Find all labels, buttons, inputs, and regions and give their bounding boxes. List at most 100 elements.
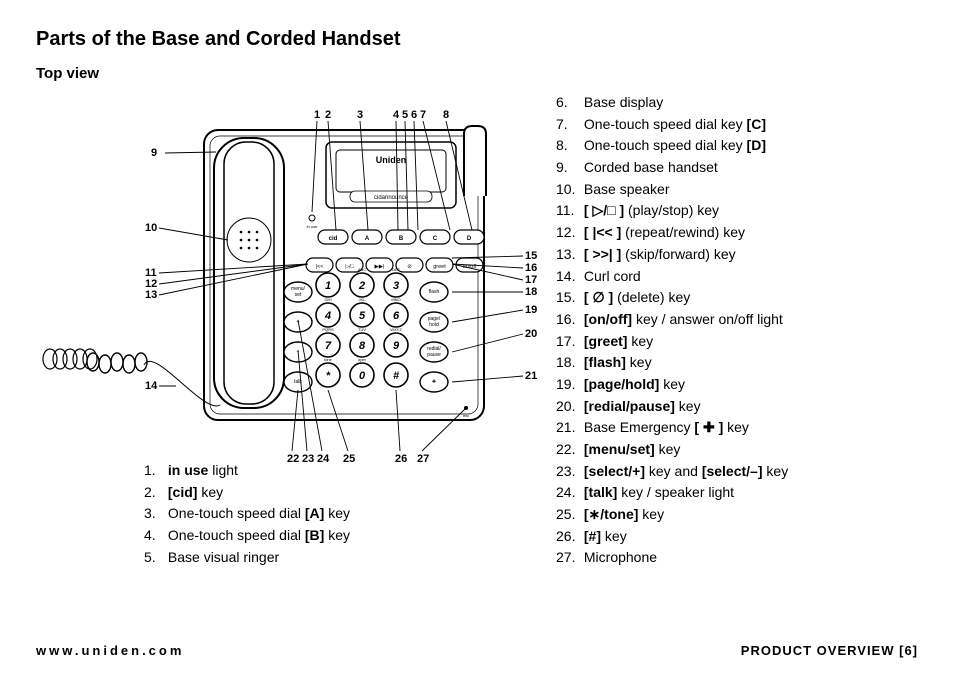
svg-text:oper: oper	[358, 357, 367, 362]
callout-number: 14	[145, 380, 157, 392]
callout-number: 25	[343, 453, 355, 465]
svg-text:TUV: TUV	[358, 327, 366, 332]
parts-list-item: 5. Base visual ringer	[144, 547, 526, 569]
callout-number: 19	[525, 304, 537, 316]
callout-number: 6	[411, 109, 417, 121]
parts-list-item: 6. Base display	[556, 92, 918, 114]
page-title: Parts of the Base and Corded Handset	[36, 28, 918, 51]
phone-diagram: Unidencidannouncein usecidABCD|<<▷/□▶▶|⊘…	[36, 90, 526, 460]
parts-list-item: 14. Curl cord	[556, 266, 918, 288]
callout-number: 15	[525, 250, 537, 262]
callout-number: 22	[287, 453, 299, 465]
parts-list-item: 23. [select/+] key and [select/–] key	[556, 461, 918, 483]
parts-list-item: 27. Microphone	[556, 547, 918, 569]
parts-list-item: 4. One-touch speed dial [B] key	[144, 525, 526, 547]
callout-number: 8	[443, 109, 449, 121]
svg-text:⊘: ⊘	[407, 264, 412, 270]
callout-number: 21	[525, 370, 537, 382]
svg-text:|<<: |<<	[316, 264, 324, 270]
parts-list-item: 24. [talk] key / speaker light	[556, 482, 918, 504]
callout-number: 24	[317, 453, 329, 465]
svg-text:C: C	[433, 236, 438, 242]
svg-text:D: D	[467, 236, 472, 242]
callout-number: 20	[525, 328, 537, 340]
svg-text:▷/□: ▷/□	[345, 264, 355, 270]
svg-text:cidannounce: cidannounce	[374, 195, 409, 201]
parts-list-item: 22. [menu/set] key	[556, 439, 918, 461]
parts-list-item: 7. One-touch speed dial key [C]	[556, 114, 918, 136]
footer-url: www.uniden.com	[36, 643, 184, 658]
callout-number: 13	[145, 289, 157, 301]
svg-text:8: 8	[359, 340, 366, 352]
svg-text:✚: ✚	[432, 379, 436, 385]
svg-text:flash: flash	[429, 289, 440, 295]
callout-number: 16	[525, 262, 537, 274]
callout-number: 27	[417, 453, 429, 465]
callout-number: 3	[357, 109, 363, 121]
callout-number: 18	[525, 286, 537, 298]
svg-text:set: set	[295, 292, 302, 298]
callout-number: 17	[525, 274, 537, 286]
svg-text:6: 6	[393, 310, 400, 322]
parts-list-item: 2. [cid] key	[144, 482, 526, 504]
parts-list-item: 20. [redial/pause] key	[556, 396, 918, 418]
callout-number: 26	[395, 453, 407, 465]
callout-number: 5	[402, 109, 408, 121]
svg-text:2: 2	[358, 280, 365, 292]
svg-text:DEF: DEF	[392, 267, 401, 272]
svg-text:WXYZ: WXYZ	[390, 327, 402, 332]
parts-list-item: 9. Corded base handset	[556, 157, 918, 179]
svg-text:greet: greet	[433, 264, 446, 270]
svg-text:GHI: GHI	[324, 297, 331, 302]
svg-text:pause: pause	[427, 352, 441, 358]
svg-text:5: 5	[359, 310, 366, 322]
svg-text:*: *	[326, 370, 331, 382]
left-column: Unidencidannouncein usecidABCD|<<▷/□▶▶|⊘…	[36, 90, 526, 569]
parts-list-right: 6. Base display7. One-touch speed dial k…	[556, 92, 918, 569]
svg-text:ABC: ABC	[358, 267, 366, 272]
svg-text:4: 4	[324, 310, 331, 322]
parts-list-left: 1. in use light2. [cid] key3. One-touch …	[36, 460, 526, 568]
parts-list-item: 13. [ >>| ] (skip/forward) key	[556, 244, 918, 266]
parts-list-item: 26. [#] key	[556, 526, 918, 548]
callout-number: 1	[314, 109, 320, 121]
svg-text:7: 7	[325, 340, 332, 352]
view-subtitle: Top view	[36, 65, 918, 82]
parts-list-item: 10. Base speaker	[556, 179, 918, 201]
svg-text:3: 3	[393, 280, 399, 292]
svg-text:cid: cid	[329, 236, 338, 242]
parts-list-item: 12. [ |<< ] (repeat/rewind) key	[556, 222, 918, 244]
parts-list-item: 25. [∗/tone] key	[556, 504, 918, 526]
content-columns: Unidencidannouncein usecidABCD|<<▷/□▶▶|⊘…	[36, 90, 918, 569]
svg-text:hold: hold	[429, 322, 439, 328]
callout-number: 23	[302, 453, 314, 465]
svg-text:PQRS: PQRS	[322, 327, 334, 332]
parts-list-item: 3. One-touch speed dial [A] key	[144, 503, 526, 525]
svg-text:tone: tone	[324, 357, 333, 362]
callout-number: 9	[151, 147, 157, 159]
footer-page-label: PRODUCT OVERVIEW [6]	[741, 643, 918, 658]
svg-text:A: A	[365, 236, 370, 242]
parts-list-item: 1. in use light	[144, 460, 526, 482]
svg-text:B: B	[399, 236, 404, 242]
parts-list-item: 8. One-touch speed dial key [D]	[556, 135, 918, 157]
parts-list-item: 18. [flash] key	[556, 352, 918, 374]
callout-number: 10	[145, 222, 157, 234]
callout-number: 4	[393, 109, 399, 121]
parts-list-item: 19. [page/hold] key	[556, 374, 918, 396]
svg-text:MNO: MNO	[391, 297, 400, 302]
parts-list-item: 17. [greet] key	[556, 331, 918, 353]
diagram-area: Unidencidannouncein usecidABCD|<<▷/□▶▶|⊘…	[36, 90, 526, 460]
svg-text:9: 9	[393, 340, 400, 352]
right-column: 6. Base display7. One-touch speed dial k…	[556, 90, 918, 569]
callout-number: 2	[325, 109, 331, 121]
parts-list-item: 21. Base Emergency [ ✚ ] key	[556, 417, 918, 439]
parts-list-item: 15. [ ∅ ] (delete) key	[556, 287, 918, 309]
callout-number: 7	[420, 109, 426, 121]
svg-text:JKL: JKL	[359, 297, 367, 302]
svg-text:in use: in use	[307, 224, 318, 229]
svg-text:#: #	[393, 370, 400, 382]
svg-text:Uniden: Uniden	[376, 155, 407, 165]
svg-text:▶▶|: ▶▶|	[375, 264, 385, 270]
parts-list-item: 16. [on/off] key / answer on/off light	[556, 309, 918, 331]
